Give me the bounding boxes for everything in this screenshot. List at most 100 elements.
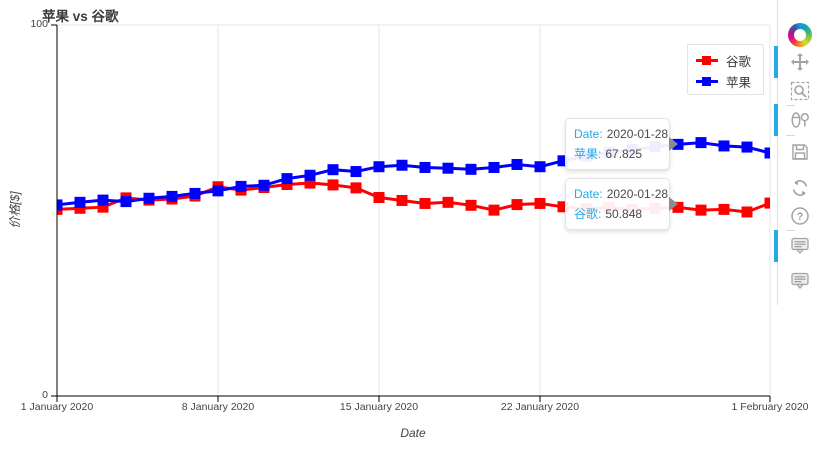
data-point-marker — [465, 163, 477, 175]
wheel-zoom-icon — [791, 112, 809, 128]
data-point-marker — [534, 197, 546, 209]
data-point-marker — [557, 201, 569, 213]
tooltip-field-label: 谷歌: — [574, 207, 602, 221]
data-point-marker — [143, 192, 155, 204]
data-point-marker — [695, 137, 707, 149]
data-point-marker — [258, 179, 270, 191]
data-point-marker — [557, 155, 569, 167]
tooltip-row: Date: 2020-01-28 — [574, 184, 668, 204]
data-point-marker — [304, 177, 316, 189]
data-point-marker — [120, 196, 132, 208]
data-point-marker — [189, 187, 201, 199]
data-point-marker — [764, 197, 770, 209]
hover-tool-button-apple[interactable] — [774, 230, 816, 262]
x-tick-label: 1 February 2020 — [731, 401, 809, 413]
data-point-marker — [741, 206, 753, 218]
data-point-marker — [373, 161, 385, 173]
data-point-marker — [718, 140, 730, 152]
data-point-marker — [511, 158, 523, 170]
data-point-marker — [373, 192, 385, 204]
pan-tool-button[interactable] — [774, 46, 816, 78]
wheel-zoom-tool-button[interactable] — [774, 104, 816, 136]
pan-move-icon — [791, 53, 809, 71]
x-axis-title: Date — [400, 426, 426, 440]
bokeh-logo-icon — [788, 23, 812, 47]
help-icon: ? — [791, 207, 809, 225]
hover-tooltip-icon — [791, 237, 809, 255]
legend-label-google: 谷歌 — [726, 55, 752, 69]
tooltip-row: 苹果: 67.825 — [574, 144, 661, 164]
tooltip-field-label: 苹果: — [574, 147, 602, 161]
reset-icon — [793, 180, 807, 196]
x-tick-label: 15 January 2020 — [339, 401, 419, 413]
tooltip-field-value: 2020-01-28 — [606, 127, 669, 141]
data-point-marker — [764, 147, 770, 159]
data-point-marker — [350, 182, 362, 194]
data-point-marker — [419, 161, 431, 173]
toolbar-divider — [776, 0, 778, 305]
apple-series-marker-icon — [696, 75, 718, 88]
data-point-marker — [57, 199, 63, 211]
toolbar-separator — [786, 105, 795, 106]
data-point-marker — [465, 199, 477, 211]
hover-tooltip-google: Date: 2020-01-28 谷歌: 50.848 — [565, 178, 670, 230]
save-tool-button[interactable] — [784, 139, 816, 165]
data-point-marker — [281, 179, 293, 191]
box-zoom-tool-button[interactable] — [784, 78, 816, 104]
x-tick-label: 1 January 2020 — [20, 401, 94, 413]
data-point-marker — [419, 197, 431, 209]
data-point-marker — [327, 164, 339, 176]
y-tick-label-0: 0 — [42, 389, 48, 401]
data-point-marker — [396, 159, 408, 171]
data-point-marker — [442, 196, 454, 208]
box-zoom-icon — [790, 81, 810, 101]
data-point-marker — [511, 199, 523, 211]
chart-title: 苹果 vs 谷歌 — [42, 9, 119, 24]
data-point-marker — [442, 162, 454, 174]
reset-tool-button[interactable] — [784, 175, 816, 201]
data-point-marker — [672, 138, 684, 150]
bokeh-logo[interactable] — [788, 23, 812, 47]
data-point-marker — [396, 194, 408, 206]
tooltip-field-label: Date: — [574, 127, 603, 141]
legend: 谷歌 苹果 — [687, 44, 764, 95]
tooltip-field-value: 2020-01-28 — [606, 187, 669, 201]
y-axis-title: 价格[$] — [8, 191, 22, 229]
tooltip-arrow-icon — [669, 137, 678, 151]
help-tool-button[interactable]: ? — [784, 203, 816, 229]
data-point-marker — [97, 201, 109, 213]
data-point-marker — [235, 180, 247, 192]
tooltip-field-value: 67.825 — [605, 147, 643, 161]
data-point-marker — [74, 202, 86, 214]
toolbar: ? — [774, 0, 821, 452]
data-point-marker — [534, 161, 546, 173]
tooltip-row: 谷歌: 50.848 — [574, 204, 661, 224]
data-point-marker — [166, 190, 178, 202]
google-series-marker-icon — [696, 54, 718, 67]
data-point-marker — [74, 196, 86, 208]
x-tick-label: 22 January 2020 — [500, 401, 580, 413]
toolbar-separator — [786, 230, 795, 231]
data-point-marker — [304, 169, 316, 181]
x-tick-label: 8 January 2020 — [181, 401, 255, 413]
svg-text:?: ? — [797, 211, 804, 223]
data-point-marker — [212, 185, 224, 197]
hover-tool-button-google[interactable] — [784, 268, 816, 294]
data-point-marker — [741, 141, 753, 153]
toolbar-separator — [786, 135, 795, 136]
hover-tooltip-icon — [791, 272, 809, 290]
data-point-marker — [488, 161, 500, 173]
tooltip-arrow-icon — [669, 197, 678, 211]
legend-item-google: 谷歌 — [696, 50, 763, 71]
data-point-marker — [327, 179, 339, 191]
data-point-marker — [350, 166, 362, 178]
data-point-marker — [718, 203, 730, 215]
data-point-marker — [695, 204, 707, 216]
data-point-marker — [672, 201, 684, 213]
data-point-marker — [97, 194, 109, 206]
legend-label-apple: 苹果 — [726, 76, 752, 90]
y-tick-label-100: 100 — [30, 18, 48, 30]
tooltip-row: Date: 2020-01-28 — [574, 124, 668, 144]
save-icon — [792, 144, 808, 160]
